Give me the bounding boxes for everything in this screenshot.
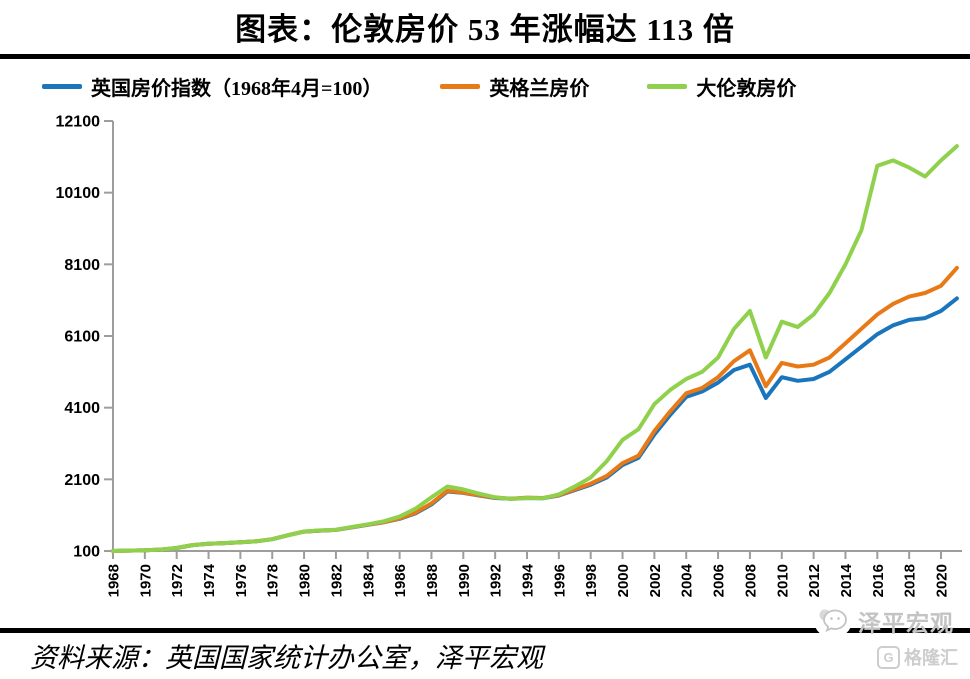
chart-title: 图表：伦敦房价 53 年涨幅达 113 倍: [235, 12, 735, 47]
gelonghui-logo-icon: G: [877, 645, 900, 669]
svg-text:1980: 1980: [297, 564, 314, 597]
svg-text:2012: 2012: [806, 564, 823, 597]
england-line-swatch: [440, 84, 481, 89]
svg-text:2008: 2008: [742, 564, 759, 597]
svg-text:100: 100: [73, 544, 100, 561]
svg-text:1972: 1972: [169, 564, 186, 597]
legend-item-london: 大伦敦房价: [647, 72, 796, 101]
series-lines: [111, 144, 959, 553]
svg-text:1990: 1990: [456, 564, 473, 597]
chart-area: 100 2100 4100 6100 8100 10100 12100 1968 1970 19…: [0, 100, 970, 625]
svg-text:2004: 2004: [679, 563, 696, 597]
chat-bubble-icon: [814, 604, 852, 638]
svg-text:1976: 1976: [233, 564, 250, 597]
svg-text:1988: 1988: [424, 564, 441, 597]
legend: 英国房价指数（1968年4月=100） 英格兰房价 大伦敦房价: [42, 72, 796, 101]
watermark-platform-text: 格隆汇: [904, 648, 958, 668]
svg-text:1978: 1978: [265, 564, 282, 597]
svg-text:2006: 2006: [711, 564, 728, 597]
watermark-platform-row: G 格隆汇: [877, 644, 958, 670]
svg-text:1968: 1968: [106, 564, 123, 597]
svg-text:2010: 2010: [774, 564, 791, 597]
svg-text:2100: 2100: [64, 472, 100, 489]
svg-text:2002: 2002: [647, 564, 664, 597]
uk-line-swatch: [42, 84, 82, 89]
svg-text:6100: 6100: [64, 329, 100, 346]
watermark-brand-text: 泽平宏观: [858, 610, 954, 636]
svg-text:2014: 2014: [838, 563, 855, 597]
svg-text:1996: 1996: [551, 564, 568, 597]
svg-text:10100: 10100: [56, 185, 101, 202]
source-line: 资料来源：英国国家统计办公室，泽平宏观: [30, 643, 543, 673]
svg-text:4100: 4100: [64, 400, 100, 417]
svg-text:1974: 1974: [201, 563, 218, 597]
london-line-swatch: [647, 84, 688, 89]
y-axis: 100 2100 4100 6100 8100 10100 12100: [56, 114, 114, 561]
bottom-divider: [0, 628, 970, 633]
legend-label-england: 英格兰房价: [489, 78, 590, 100]
watermark-brand-row: 泽平宏观: [814, 604, 954, 638]
svg-text:1998: 1998: [583, 564, 600, 597]
svg-text:2016: 2016: [870, 564, 887, 597]
svg-text:1986: 1986: [392, 564, 409, 597]
top-divider: [0, 54, 970, 59]
legend-item-england: 英格兰房价: [440, 72, 589, 101]
svg-text:2018: 2018: [902, 564, 919, 597]
svg-text:1992: 1992: [488, 564, 505, 597]
svg-text:2000: 2000: [615, 564, 632, 597]
svg-text:2020: 2020: [934, 564, 951, 597]
x-axis: 1968 1970 1972 1974 1976 1978 1980 1982 1984 1986…: [106, 550, 962, 597]
svg-text:1994: 1994: [520, 563, 537, 597]
svg-text:1970: 1970: [137, 564, 154, 597]
legend-label-london: 大伦敦房价: [696, 78, 797, 100]
legend-label-uk: 英国房价指数（1968年4月=100）: [91, 78, 383, 100]
svg-text:1982: 1982: [328, 564, 345, 597]
svg-text:8100: 8100: [64, 257, 100, 274]
svg-text:12100: 12100: [56, 114, 101, 131]
legend-item-uk: 英国房价指数（1968年4月=100）: [42, 72, 382, 101]
svg-text:1984: 1984: [360, 563, 377, 597]
